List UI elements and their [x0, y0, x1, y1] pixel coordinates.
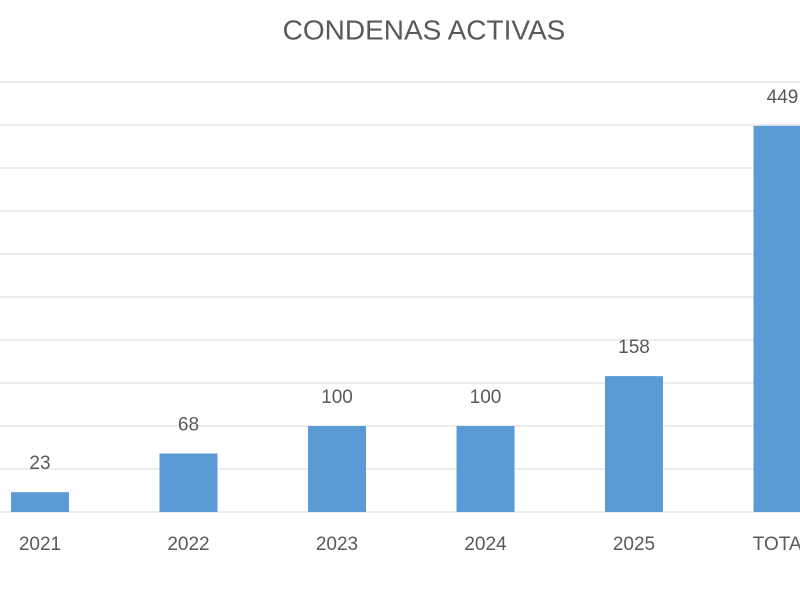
x-tick-label: 2021 — [19, 534, 61, 555]
bar — [308, 426, 366, 512]
data-label: 23 — [29, 453, 50, 474]
bar — [753, 125, 800, 513]
bar — [456, 426, 515, 512]
data-label: 449 — [767, 87, 799, 108]
data-label: 100 — [470, 387, 502, 408]
x-tick-label: 2025 — [613, 534, 655, 555]
x-tick-label: 2024 — [464, 534, 507, 555]
x-tick-label: TOTAL — [753, 534, 800, 555]
x-tick-label: 2023 — [316, 534, 358, 555]
x-tick-label: 2022 — [167, 534, 209, 555]
data-label: 100 — [321, 387, 353, 408]
bar — [11, 492, 69, 512]
data-label: 158 — [618, 337, 650, 358]
chart-title: CONDENAS ACTIVAS — [283, 14, 566, 45]
data-label: 68 — [178, 415, 199, 436]
bar — [159, 453, 218, 512]
bar — [605, 376, 663, 512]
